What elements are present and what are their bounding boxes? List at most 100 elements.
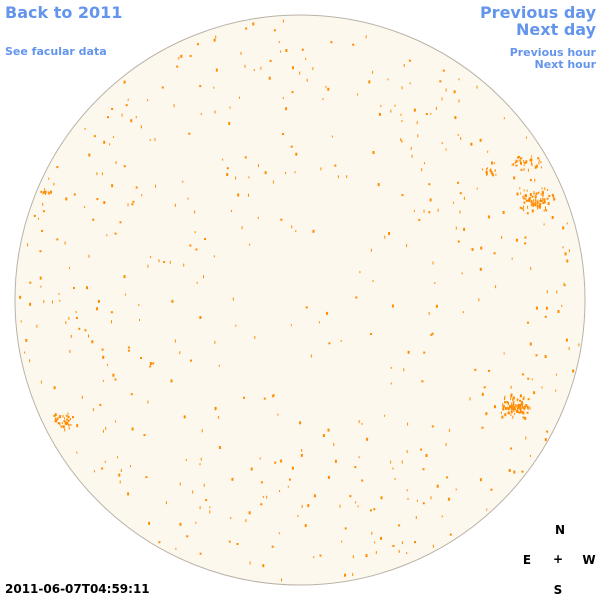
active-region-marker [431, 332, 434, 335]
active-region-marker [56, 238, 59, 241]
active-region-marker [161, 86, 164, 89]
active-region-marker [529, 455, 531, 457]
active-region-marker [401, 120, 403, 122]
active-region-marker [254, 335, 256, 339]
active-region-marker [114, 420, 116, 423]
active-region-marker [455, 488, 457, 491]
active-region-marker [344, 527, 347, 530]
active-region-marker [130, 393, 133, 396]
active-region-marker [476, 187, 478, 190]
active-region-marker [536, 201, 539, 204]
active-region-marker [521, 410, 523, 414]
active-region-marker [93, 135, 96, 138]
active-region-marker [445, 148, 447, 151]
active-region-marker [119, 221, 122, 224]
active-region-marker [64, 428, 66, 432]
active-region-marker [488, 369, 490, 372]
active-region-marker [532, 204, 534, 207]
active-region-marker [148, 521, 151, 525]
active-region-marker [155, 184, 156, 188]
active-region-marker [407, 497, 409, 500]
active-region-marker [394, 104, 396, 107]
active-region-marker [45, 193, 47, 196]
active-region-marker [525, 199, 527, 202]
active-region-marker [57, 422, 60, 425]
active-region-marker [64, 417, 65, 420]
active-region-marker [401, 86, 403, 90]
active-region-marker [383, 414, 385, 417]
active-region-marker [196, 281, 198, 284]
active-region-marker [529, 159, 532, 162]
active-region-marker [370, 509, 372, 512]
active-region-marker [461, 272, 463, 275]
active-region-marker [48, 191, 50, 195]
active-region-marker [66, 418, 69, 421]
active-region-marker [96, 307, 98, 311]
active-region-marker [517, 406, 519, 410]
compass-center-cross-icon: + [552, 552, 564, 566]
active-region-marker [535, 192, 538, 195]
active-region-marker [572, 369, 575, 373]
active-region-marker [290, 324, 292, 327]
active-region-marker [143, 434, 146, 437]
active-region-marker [504, 397, 505, 401]
compass-north-label: N [554, 523, 566, 537]
active-region-marker [481, 392, 484, 396]
active-region-marker [372, 151, 375, 154]
active-region-marker [555, 373, 557, 376]
active-region-marker [228, 121, 231, 125]
active-region-marker [455, 226, 457, 230]
active-region-marker [479, 138, 482, 142]
active-region-marker [565, 338, 568, 342]
active-region-marker [54, 419, 57, 423]
next-hour-link[interactable]: Next hour [534, 58, 597, 71]
active-region-marker [486, 167, 488, 170]
active-region-marker [222, 158, 224, 161]
active-region-marker [514, 412, 516, 415]
active-region-marker [214, 110, 216, 114]
active-region-marker [203, 483, 205, 487]
active-region-marker [106, 234, 108, 237]
active-region-marker [361, 479, 364, 482]
active-region-marker [186, 535, 189, 538]
previous-day-link[interactable]: Previous day [479, 3, 596, 22]
active-region-marker [358, 420, 360, 424]
active-region-marker [422, 468, 425, 471]
previous-hour-link[interactable]: Previous hour [509, 46, 596, 59]
active-region-marker [337, 175, 339, 179]
active-region-marker [526, 405, 529, 409]
active-region-marker [215, 35, 217, 39]
active-region-marker [68, 316, 70, 320]
active-region-marker [294, 171, 296, 174]
active-region-marker [92, 218, 95, 221]
active-region-marker [43, 300, 45, 303]
active-region-marker [476, 85, 478, 89]
active-region-marker [165, 501, 167, 505]
active-region-marker [494, 169, 496, 172]
active-region-marker [414, 541, 416, 544]
active-region-marker [562, 246, 564, 249]
active-region-marker [84, 206, 86, 209]
see-facular-data-link[interactable]: See facular data [5, 45, 107, 58]
active-region-marker [510, 406, 512, 410]
next-day-link[interactable]: Next day [516, 20, 596, 39]
back-to-year-link[interactable]: Back to 2011 [5, 3, 123, 22]
active-region-marker [563, 284, 566, 287]
active-region-marker [401, 194, 404, 197]
active-region-marker [394, 477, 396, 480]
active-region-marker [545, 306, 548, 310]
active-region-marker [502, 403, 504, 407]
active-region-marker [527, 205, 529, 209]
active-region-marker [120, 469, 122, 472]
active-region-marker [457, 181, 459, 184]
active-region-marker [199, 552, 202, 555]
active-region-marker [544, 187, 546, 191]
active-region-marker [354, 466, 357, 469]
active-region-marker [260, 503, 263, 506]
active-region-marker [187, 197, 189, 200]
active-region-marker [158, 541, 161, 544]
active-region-marker [231, 477, 234, 481]
active-region-marker [295, 152, 298, 156]
active-region-marker [534, 203, 537, 207]
active-region-marker [67, 412, 69, 415]
